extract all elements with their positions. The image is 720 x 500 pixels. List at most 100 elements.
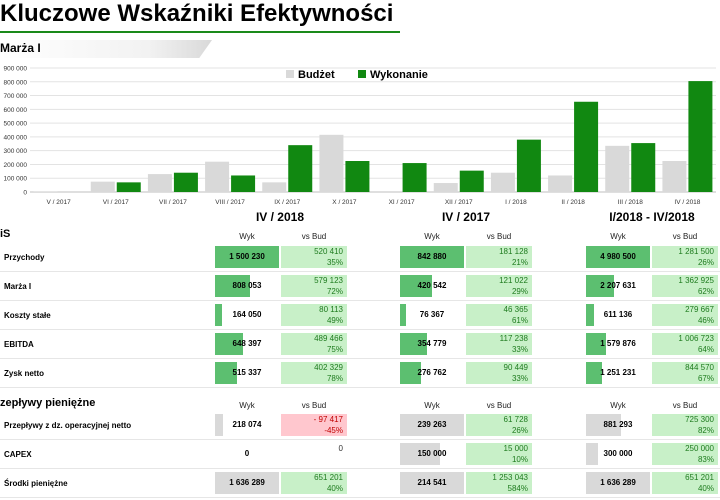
wyk-data-bar (400, 333, 427, 355)
wyk-data-bar (586, 443, 598, 465)
y-tick-label: 200 000 (4, 162, 28, 169)
vs-bud-percent: 33% (511, 345, 528, 354)
vs-bud-value: 181 128 (499, 247, 528, 256)
row-divider (0, 468, 720, 469)
y-tick-label: 100 000 (4, 176, 28, 183)
wyk-value: 1 636 289 (600, 478, 636, 487)
budget-bar (319, 134, 344, 192)
budget-bar (33, 191, 58, 192)
wyk-data-bar (215, 472, 279, 494)
vs-bud-value: 1 362 925 (678, 276, 714, 285)
row-label: CAPEX (4, 450, 32, 459)
vs-bud-percent: 35% (326, 258, 343, 267)
vs-bud-percent: 26% (511, 426, 528, 435)
vs-bud-cell: 520 410 35% (281, 246, 347, 268)
vs-bud-percent: 21% (511, 258, 528, 267)
vs-bud-cell: 651 201 40% (281, 472, 347, 494)
vs-bud-percent: 40% (326, 484, 343, 493)
x-tick-label: III / 2018 (618, 199, 644, 206)
wyk-data-bar (400, 304, 407, 326)
budget-bar (548, 175, 573, 192)
vs-bud-cell: 1 006 723 64% (652, 333, 718, 355)
wyk-data-bar (400, 472, 464, 494)
vs-bud-cell: 61 728 26% (466, 414, 532, 436)
wyk-data-bar (400, 275, 432, 297)
x-tick-label: IV / 2018 (674, 199, 700, 206)
vs-bud-percent: 64% (697, 345, 714, 354)
budget-bar (490, 172, 515, 192)
wyk-data-bar (586, 414, 621, 436)
vs-bud-cell: 250 000 83% (652, 443, 718, 465)
budget-bar (205, 161, 230, 192)
vs-bud-cell: 489 466 75% (281, 333, 347, 355)
wyk-data-bar (400, 246, 464, 268)
vs-bud-value: 725 300 (685, 415, 714, 424)
row-divider (0, 271, 720, 272)
chart-subtitle: Marża I (0, 41, 41, 55)
section-label: zepływy pieniężne (0, 397, 96, 409)
wyk-cell: 239 263 (400, 414, 464, 436)
vs-bud-value: 402 329 (314, 363, 343, 372)
wyk-value: 164 050 (232, 310, 262, 319)
vs-bud-percent: 67% (697, 374, 714, 383)
vs-bud-percent: 40% (697, 484, 714, 493)
vs-bud-percent: 62% (697, 287, 714, 296)
vs-bud-percent: 46% (697, 316, 714, 325)
wyk-cell: 1 579 876 (586, 333, 650, 355)
row-label: Zysk netto (4, 369, 45, 378)
wyk-cell: 2 207 631 (586, 275, 650, 297)
y-tick-label: 600 000 (4, 107, 28, 114)
vs-bud-value: 279 667 (685, 305, 714, 314)
subtitle-band (0, 40, 212, 58)
vs-bud-value: 250 000 (685, 444, 714, 453)
x-tick-label: II / 2018 (561, 199, 585, 206)
vs-bud-value: 61 728 (503, 415, 528, 424)
column-header-wyk: Wyk (610, 232, 626, 241)
budget-bar (605, 145, 630, 192)
vs-bud-cell: 844 570 67% (652, 362, 718, 384)
wyk-value: 881 293 (603, 420, 633, 429)
actual-bar (459, 170, 484, 192)
wyk-cell: 214 541 (400, 472, 464, 494)
budget-bar (662, 161, 687, 192)
column-header-wyk: Wyk (424, 401, 440, 410)
wyk-value: 1 579 876 (600, 339, 636, 348)
y-tick-label: 0 (23, 190, 27, 197)
x-tick-label: V / 2017 (46, 199, 71, 206)
row-divider (0, 300, 720, 301)
period-heading-1: IV / 2018 (255, 210, 305, 224)
row-label: Środki pieniężne (4, 479, 68, 488)
vs-bud-cell: 402 329 78% (281, 362, 347, 384)
vs-bud-percent: 29% (511, 287, 528, 296)
margin-bar-chart: 0 100 000 200 000 300 000 400 000 500 000 600 … (4, 66, 716, 206)
wyk-data-bar (586, 472, 650, 494)
wyk-cell: 881 293 (586, 414, 650, 436)
wyk-value: 1 251 231 (600, 368, 636, 377)
wyk-data-bar (586, 275, 615, 297)
vs-bud-cell: 0 (281, 443, 347, 465)
wyk-value: 4 980 500 (600, 252, 636, 261)
title-divider (0, 31, 400, 33)
wyk-value: 300 000 (603, 449, 633, 458)
wyk-cell: 1 251 231 (586, 362, 650, 384)
row-divider (0, 329, 720, 330)
vs-bud-value: 1 281 500 (678, 247, 714, 256)
wyk-value: 218 074 (232, 420, 262, 429)
actual-bar (173, 172, 198, 192)
wyk-cell: 842 880 (400, 246, 464, 268)
wyk-data-bar (586, 333, 607, 355)
row-divider (0, 439, 720, 440)
wyk-cell: 276 762 (400, 362, 464, 384)
wyk-data-bar (400, 443, 441, 465)
wyk-cell: 648 397 (215, 333, 279, 355)
wyk-cell: 420 542 (400, 275, 464, 297)
vs-bud-cell: 15 000 10% (466, 443, 532, 465)
section-label: iS (0, 228, 11, 240)
actual-bar (345, 161, 370, 192)
page-title: Kluczowe Wskaźniki Efektywności (0, 0, 394, 27)
wyk-cell: 164 050 (215, 304, 279, 326)
vs-bud-percent: 83% (697, 455, 714, 464)
wyk-value: 1 500 230 (229, 252, 265, 261)
column-header-wyk: Wyk (239, 232, 255, 241)
actual-bar (631, 143, 656, 192)
